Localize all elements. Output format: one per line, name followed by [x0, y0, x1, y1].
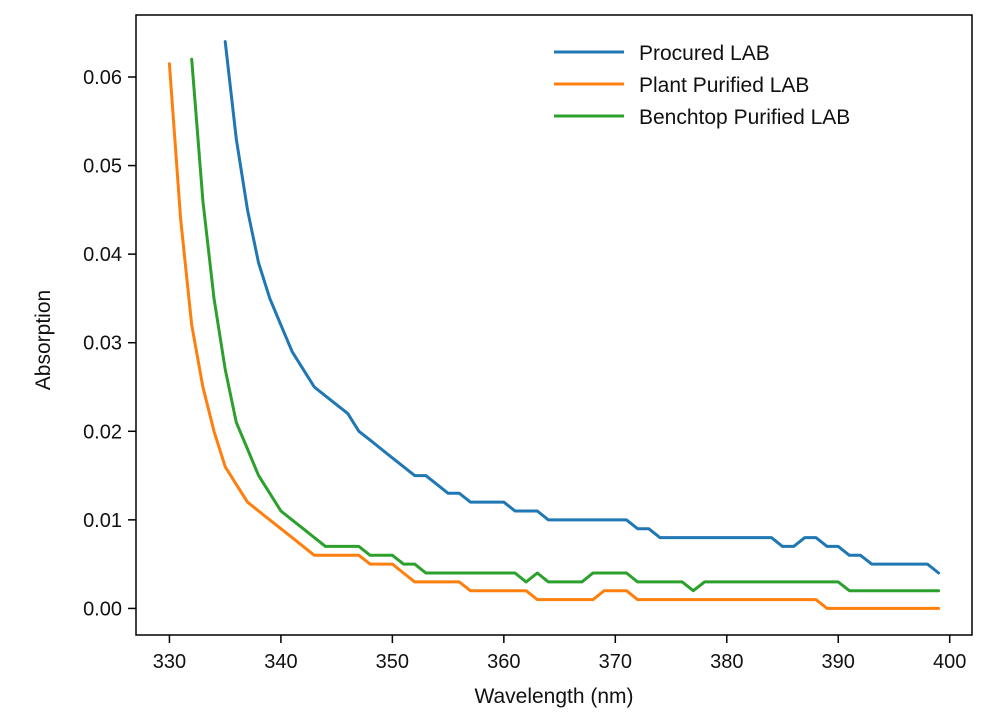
y-tick-label: 0.02	[83, 421, 122, 443]
y-axis-title: Absorption	[32, 290, 55, 390]
y-tick-label: 0.03	[83, 333, 122, 355]
x-tick-label: 380	[710, 651, 743, 673]
y-tick-label: 0.05	[83, 156, 122, 178]
x-tick-label: 330	[153, 651, 186, 673]
x-tick-label: 350	[376, 651, 409, 673]
series-line-plant-purified	[167, 62, 941, 610]
y-tick-label: 0.06	[83, 67, 122, 89]
x-axis-title: Wavelength (nm)	[474, 685, 633, 708]
y-axis: 0.00 0.01 0.02 0.03 0.04 0.05 0.06	[83, 67, 136, 620]
x-tick-label: 360	[487, 651, 520, 673]
x-axis: 330 340 350 360 370 380 390 400	[153, 635, 966, 673]
series-layer	[167, 40, 941, 610]
x-tick-label: 400	[933, 651, 966, 673]
x-tick-label: 340	[264, 651, 297, 673]
y-tick-label: 0.01	[83, 510, 122, 532]
axes-frame	[135, 14, 973, 636]
y-tick-label: 0.04	[83, 244, 122, 266]
legend-label-procured: Procured LAB	[639, 42, 770, 65]
series-line-procured	[223, 40, 941, 575]
legend-label-benchtop-purified: Benchtop Purified LAB	[639, 106, 850, 129]
y-tick-label: 0.00	[83, 598, 122, 620]
legend-label-plant-purified: Plant Purified LAB	[639, 74, 809, 97]
series-line-benchtop-purified	[190, 57, 941, 593]
legend: Procured LAB Plant Purified LAB Benchtop…	[554, 42, 850, 129]
x-tick-label: 370	[599, 651, 632, 673]
x-tick-label: 390	[822, 651, 855, 673]
plot-area	[135, 14, 973, 636]
